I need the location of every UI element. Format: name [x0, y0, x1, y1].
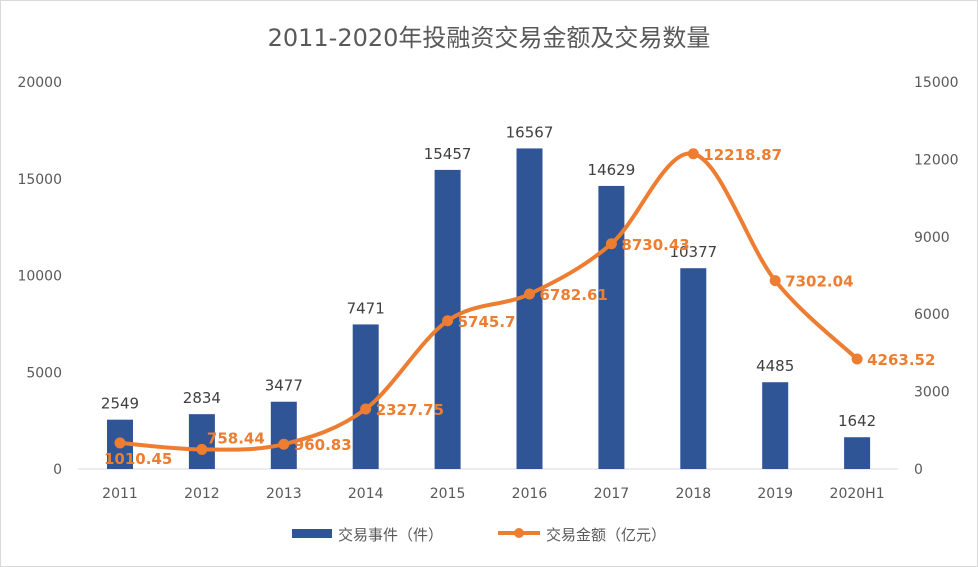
- x-tick-label: 2013: [266, 486, 302, 502]
- legend-bar-swatch: [292, 529, 332, 538]
- line-point-2011: [114, 437, 126, 449]
- y-left-tick-label: 0: [53, 462, 62, 478]
- line-point-2019: [769, 275, 781, 287]
- bar-value-label: 15457: [424, 145, 472, 163]
- x-tick-label: 2018: [675, 486, 711, 502]
- bar-2020H1: [844, 437, 871, 469]
- line-value-label: 2327.75: [376, 401, 444, 419]
- bar-value-label: 16567: [506, 123, 554, 141]
- x-tick-label: 2012: [184, 486, 220, 502]
- x-tick-label: 2019: [757, 486, 793, 502]
- line-value-label: 1010.45: [104, 450, 172, 468]
- y-right-tick-label: 3000: [914, 385, 950, 401]
- line-value-label: 8730.43: [621, 236, 689, 254]
- line-value-label: 7302.04: [785, 273, 853, 291]
- y-left-tick-label: 10000: [17, 269, 62, 285]
- bar-value-label: 4485: [756, 357, 794, 375]
- x-tick-label: 2017: [594, 486, 630, 502]
- bar-2016: [516, 148, 543, 470]
- line-value-label: 758.44: [207, 429, 265, 447]
- bar-2018: [680, 268, 707, 469]
- bar-value-label: 2834: [183, 389, 221, 407]
- line-point-2016: [524, 288, 535, 300]
- bar-2013: [270, 401, 297, 469]
- x-tick-label: 2011: [102, 486, 138, 502]
- line-point-2012: [196, 443, 208, 455]
- line-point-2017: [605, 238, 617, 250]
- bar-value-label: 2549: [101, 395, 139, 413]
- y-right-tick-label: 0: [914, 462, 923, 478]
- y-right-tick-label: 15000: [914, 75, 959, 91]
- chart-title: 2011-2020年投融资交易金额及交易数量: [268, 24, 711, 52]
- y-left-tick-label: 15000: [17, 172, 62, 188]
- line-point-2014: [360, 403, 372, 415]
- line-value-label: 5745.7: [458, 313, 516, 331]
- bar-value-label: 1642: [838, 412, 876, 430]
- bar-value-label: 14629: [588, 161, 636, 179]
- line-point-2018: [687, 148, 699, 160]
- legend: 交易事件（件） 交易金额（亿元）: [292, 526, 666, 544]
- y-left-tick-label: 20000: [17, 75, 62, 91]
- y-right-tick-label: 12000: [914, 152, 959, 168]
- bar-2014: [352, 324, 379, 469]
- x-tick-label: 2016: [512, 486, 548, 502]
- line-point-2013: [278, 438, 290, 450]
- legend-line-marker: [514, 528, 524, 538]
- legend-bar-label: 交易事件（件）: [338, 526, 443, 544]
- line-point-2020H1: [851, 353, 863, 365]
- bar-value-label: 7471: [347, 299, 385, 317]
- y-left-tick-label: 5000: [26, 365, 62, 381]
- x-tick-label: 2015: [430, 486, 466, 502]
- bar-value-label: 3477: [265, 377, 303, 395]
- line-value-label: 960.83: [294, 436, 352, 454]
- bar-2019: [762, 382, 789, 469]
- line-value-label: 12218.87: [703, 146, 782, 164]
- x-tick-label: 2014: [348, 486, 384, 502]
- y-right-tick-label: 6000: [914, 307, 950, 323]
- legend-line-label: 交易金额（亿元）: [546, 526, 666, 544]
- line-value-label: 4263.52: [867, 351, 935, 369]
- amount-line: [118, 151, 860, 452]
- line-point-2015: [442, 315, 454, 327]
- x-tick-label: 2020H1: [830, 486, 885, 502]
- bar-2012: [188, 414, 215, 469]
- bar-2017: [598, 185, 625, 470]
- bar-value-label: 10377: [669, 243, 717, 261]
- line-value-label: 6782.61: [540, 286, 608, 304]
- y-right-tick-label: 9000: [914, 230, 950, 246]
